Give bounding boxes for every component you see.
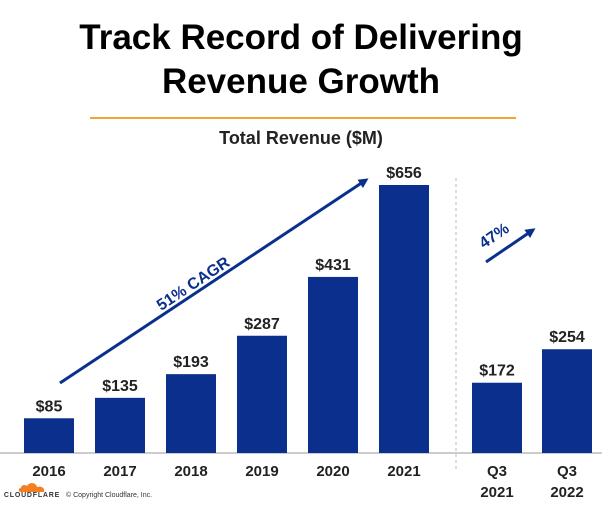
logo-text: CLOUDFLARE (3, 492, 61, 499)
data-label-0-4: $431 (315, 257, 351, 274)
data-label-0-1: $135 (102, 378, 138, 395)
data-label-1-0: $172 (479, 363, 515, 380)
data-label-0-0: $85 (36, 398, 63, 415)
cloudflare-logo: CLOUDFLARE (4, 482, 60, 499)
bar-0-2 (166, 374, 216, 453)
x-tick-label-0-4: 2020 (316, 463, 349, 480)
x-tick-label-1-0-1: 2021 (480, 484, 513, 501)
x-tick-label-1-1-0: Q3 (557, 463, 577, 480)
x-tick-label-1-1-1: 2022 (550, 484, 583, 501)
bar-1-0 (472, 382, 522, 453)
x-tick-label-0-5: 2021 (387, 463, 420, 480)
x-tick-label-0-3: 2019 (245, 463, 278, 480)
chart-title: Track Record of Delivering Revenue Growt… (0, 16, 602, 104)
bar-1-1 (542, 349, 592, 453)
data-label-0-2: $193 (173, 354, 209, 371)
data-label-0-3: $287 (244, 316, 280, 333)
x-tick-label-0-1: 2017 (103, 463, 136, 480)
title-line-2: Revenue Growth (161, 62, 441, 101)
title-divider (90, 117, 516, 119)
chart-subtitle: Total Revenue ($M) (219, 128, 383, 148)
x-tick-label-0-0: 2016 (32, 463, 65, 480)
data-label-1-1: $254 (549, 329, 585, 346)
bar-0-4 (308, 276, 358, 453)
growth-arrow (485, 228, 536, 264)
x-tick-label-1-0-0: Q3 (487, 463, 507, 480)
cagr-annotation: 51% CAGR (154, 254, 233, 315)
copyright-text: © Copyright Cloudflare, Inc. (66, 491, 153, 499)
bar-0-0 (24, 418, 74, 453)
cloud-icon (18, 483, 44, 492)
bar-0-1 (95, 397, 145, 453)
footer: CLOUDFLARE © Copyright Cloudflare, Inc. (4, 482, 152, 499)
cagr-arrow (59, 178, 369, 385)
title-line-1: Track Record of Delivering (79, 18, 523, 57)
bar-0-5 (379, 185, 429, 453)
data-label-0-5: $656 (386, 165, 422, 182)
bar-0-3 (237, 335, 287, 453)
x-tick-label-0-2: 2018 (174, 463, 207, 480)
